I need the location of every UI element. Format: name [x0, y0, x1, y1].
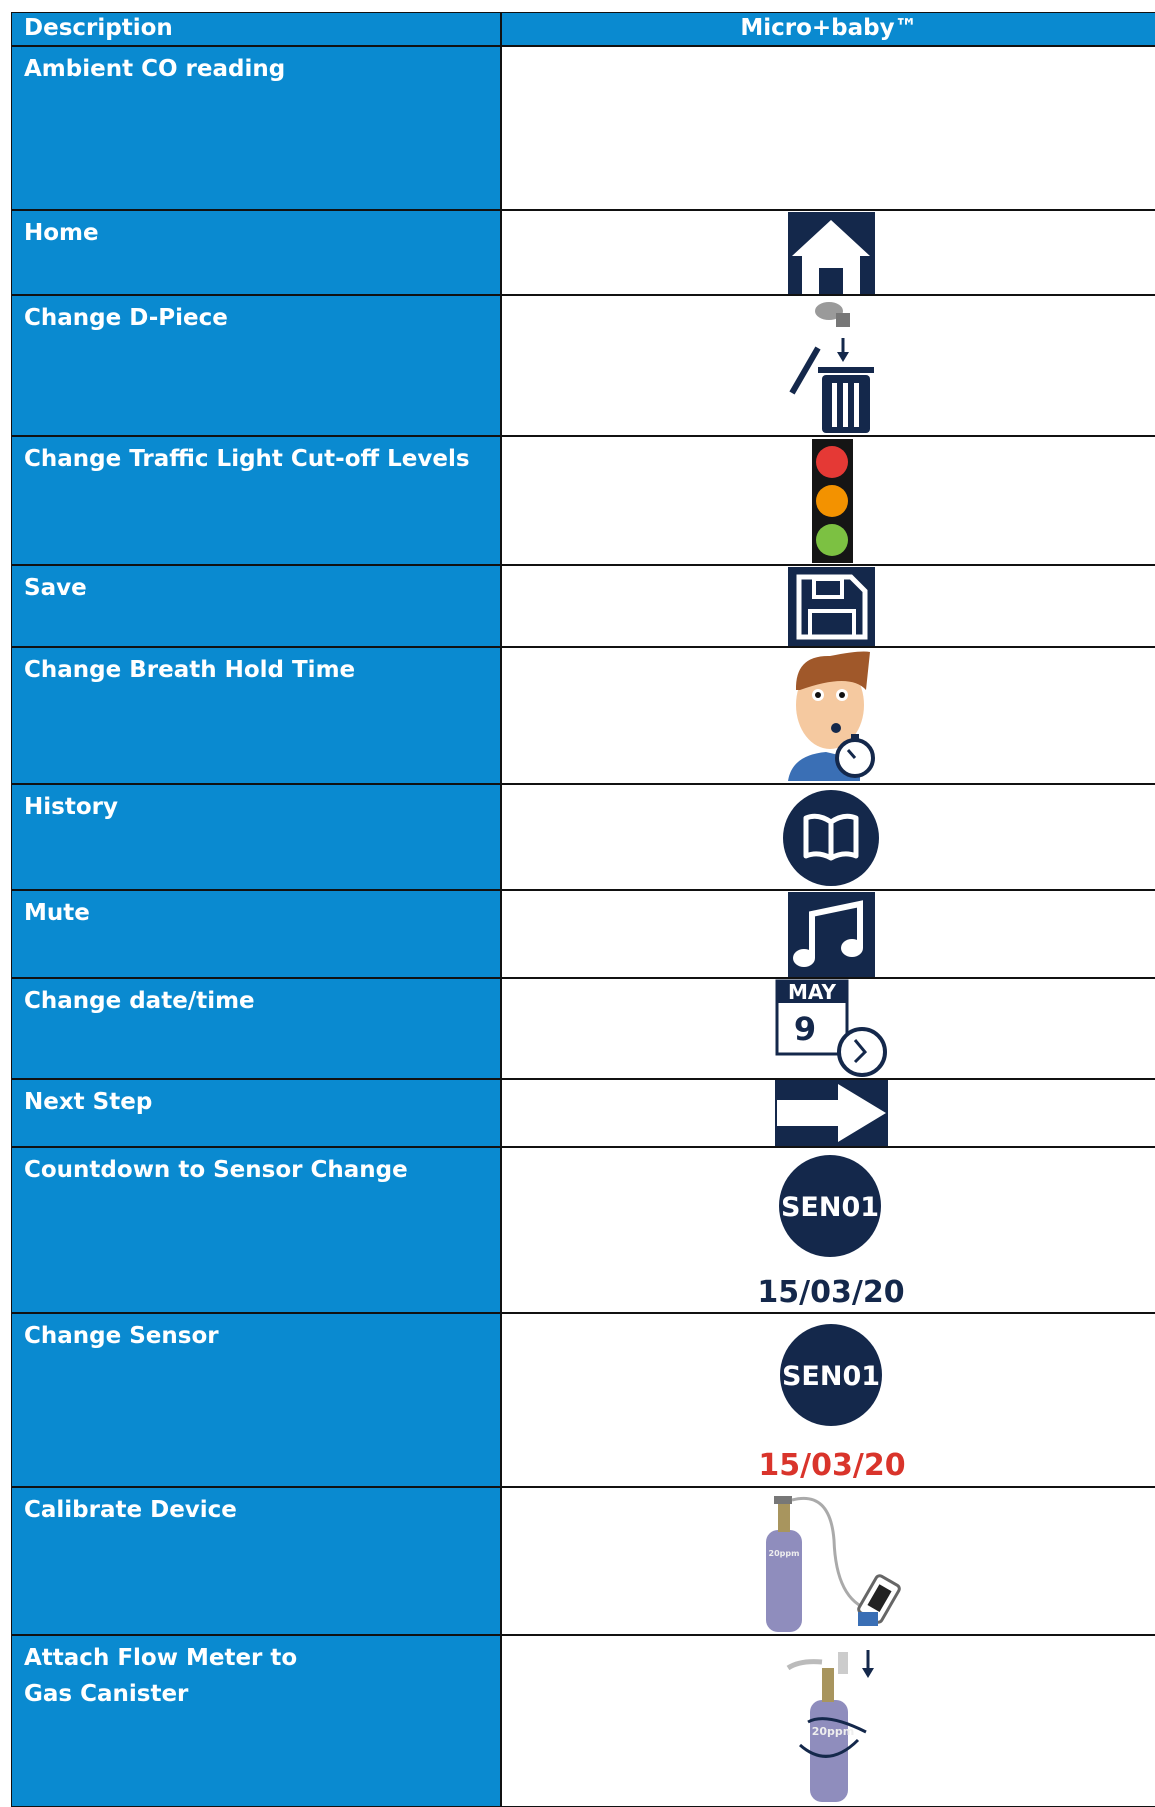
canister-label: 20ppm [812, 1725, 855, 1738]
sensor-date: 15/03/20 [757, 1275, 904, 1310]
description-cell: Change D-Piece [11, 295, 501, 436]
change-sensor-icon: SEN01 15/03/20 [758, 1324, 906, 1483]
header-cell: Description [11, 12, 501, 46]
description-cell: Home [11, 210, 501, 295]
d-piece-icon [789, 302, 874, 433]
description-cell: Change date/time [11, 978, 501, 1079]
description-cell: Calibrate Device [11, 1487, 501, 1635]
sensor-id: SEN01 [782, 1361, 880, 1392]
calendar-day: 9 [794, 1010, 816, 1048]
calibrate-icon: 20ppm [766, 1496, 901, 1632]
calendar-month: MAY [788, 980, 836, 1004]
description-cell: Attach Flow Meter to Gas Canister [11, 1635, 501, 1807]
header-cell: Micro+baby™ [501, 12, 1155, 46]
save-icon [788, 567, 875, 646]
history-icon [783, 790, 879, 886]
description-cell: Change Sensor [11, 1313, 501, 1487]
attach-flow-meter-icon: 20ppm [786, 1650, 874, 1802]
description-cell: Change Breath Hold Time [11, 647, 501, 784]
home-icon [788, 212, 875, 294]
description-cell: Save [11, 565, 501, 647]
canister-label: 20ppm [769, 1549, 800, 1558]
breath-hold-icon [788, 651, 875, 781]
description-cell: Next Step [11, 1079, 501, 1147]
date-time-icon: MAY 9 [775, 979, 887, 1077]
description-cell: Countdown to Sensor Change [11, 1147, 501, 1313]
sensor-id: SEN01 [781, 1192, 879, 1223]
description-cell: History [11, 784, 501, 890]
traffic-light-icon [812, 439, 853, 563]
description-cell: Ambient CO reading [11, 46, 501, 210]
description-cell: Mute [11, 890, 501, 978]
icon-cell [501, 46, 1155, 210]
sensor-date: 15/03/20 [758, 1448, 905, 1483]
countdown-icon: SEN01 15/03/20 [757, 1155, 905, 1310]
mute-icon [788, 892, 875, 977]
description-cell: Change Traffic Light Cut-off Levels [11, 436, 501, 565]
next-icon [775, 1080, 888, 1146]
